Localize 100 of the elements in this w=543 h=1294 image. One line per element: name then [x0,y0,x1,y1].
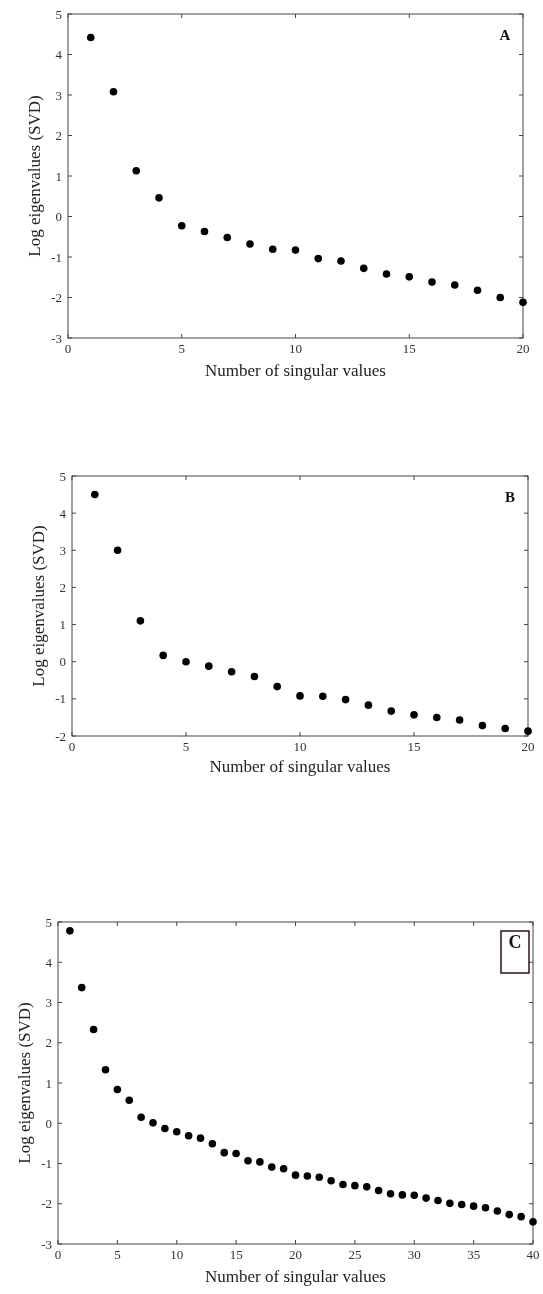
point [450,281,459,289]
point [296,692,304,700]
point [113,546,122,555]
point [268,245,277,254]
point [428,278,436,286]
x-tick-label: 20 [289,1247,302,1262]
y-tick-label: -3 [51,330,62,346]
point [303,1172,312,1180]
point [337,257,345,265]
x-tick-label: 10 [293,739,307,754]
point [182,657,190,666]
y-tick-label: 0 [55,209,62,224]
y-tick-label: -1 [55,691,66,707]
point [246,240,254,248]
point [481,1203,490,1212]
point [184,1131,193,1140]
y-axis-title: Log eigenvalues (SVD) [25,95,44,257]
point [220,1148,229,1157]
y-tick-label: -2 [55,728,66,744]
point [205,662,213,670]
point [478,721,487,730]
x-tick-label: 5 [182,739,190,754]
x-tick-label: 5 [178,341,185,356]
y-tick-label: 2 [45,1035,52,1051]
point [196,1134,205,1142]
x-tick-label: 15 [402,341,416,356]
point [374,1186,383,1195]
x-tick-label: 35 [467,1247,481,1262]
y-tick-label: 1 [55,168,62,184]
point [422,1194,430,1202]
point [125,1096,134,1105]
point [359,264,368,273]
point [101,1065,110,1074]
point [132,166,141,175]
point [473,286,482,295]
point [519,298,527,307]
x-tick-label: 15 [407,739,421,754]
point [524,727,532,735]
y-tick-label: -1 [51,249,62,265]
y-tick-label: 0 [45,1115,52,1131]
y-tick-label: 5 [55,6,62,22]
y-tick-label: 4 [45,954,53,970]
point [457,1200,466,1209]
point [267,1163,276,1171]
x-axis-title: Number of singular values [209,757,391,776]
point [208,1139,217,1148]
point [362,1183,371,1191]
point [496,293,505,302]
point [410,1191,419,1200]
point [517,1212,525,1221]
y-tick-label: 4 [59,505,67,521]
point [386,1189,395,1198]
point [109,87,118,96]
point [501,724,509,733]
y-tick-label: 2 [55,128,62,143]
point [149,1119,157,1127]
x-axis-title: Number of singular values [205,1267,386,1286]
y-tick-label: 3 [45,995,52,1010]
point [405,273,414,281]
y-tick-label: 1 [59,617,66,633]
point [256,1158,264,1166]
x-tick-label: 30 [407,1247,421,1262]
point [223,233,232,242]
x-tick-label: 25 [348,1247,362,1262]
point [200,227,209,236]
point [382,270,391,278]
y-tick-label: -3 [41,1236,52,1252]
x-tick-label: 5 [114,1247,121,1262]
point [339,1180,347,1189]
point [273,682,281,691]
point [279,1164,288,1173]
y-tick-label: -2 [51,290,62,305]
annotation: C [508,932,522,952]
point [250,672,259,681]
point [455,716,464,724]
point [327,1177,335,1185]
x-tick-label: 20 [521,739,535,754]
y-tick-label: -2 [41,1196,52,1212]
point [172,1127,181,1136]
point [469,1202,478,1210]
point [434,1196,442,1205]
point [446,1199,454,1208]
annotation: B [504,489,516,505]
point [505,1210,514,1219]
point [291,1171,300,1179]
x-tick-label: 10 [170,1247,184,1262]
point [341,695,350,704]
point [89,1025,98,1034]
point [433,713,441,722]
point [291,246,300,254]
y-tick-label: 0 [59,654,66,670]
point [315,1173,324,1181]
point [227,667,236,676]
x-tick-label: 20 [516,341,530,356]
y-tick-label: -1 [41,1156,52,1171]
y-tick-label: 4 [55,47,63,62]
point [113,1085,122,1094]
y-axis-title: Log eigenvalues (SVD) [15,1002,34,1164]
point [529,1218,537,1226]
x-axis-title: Number of singular values [205,361,386,380]
